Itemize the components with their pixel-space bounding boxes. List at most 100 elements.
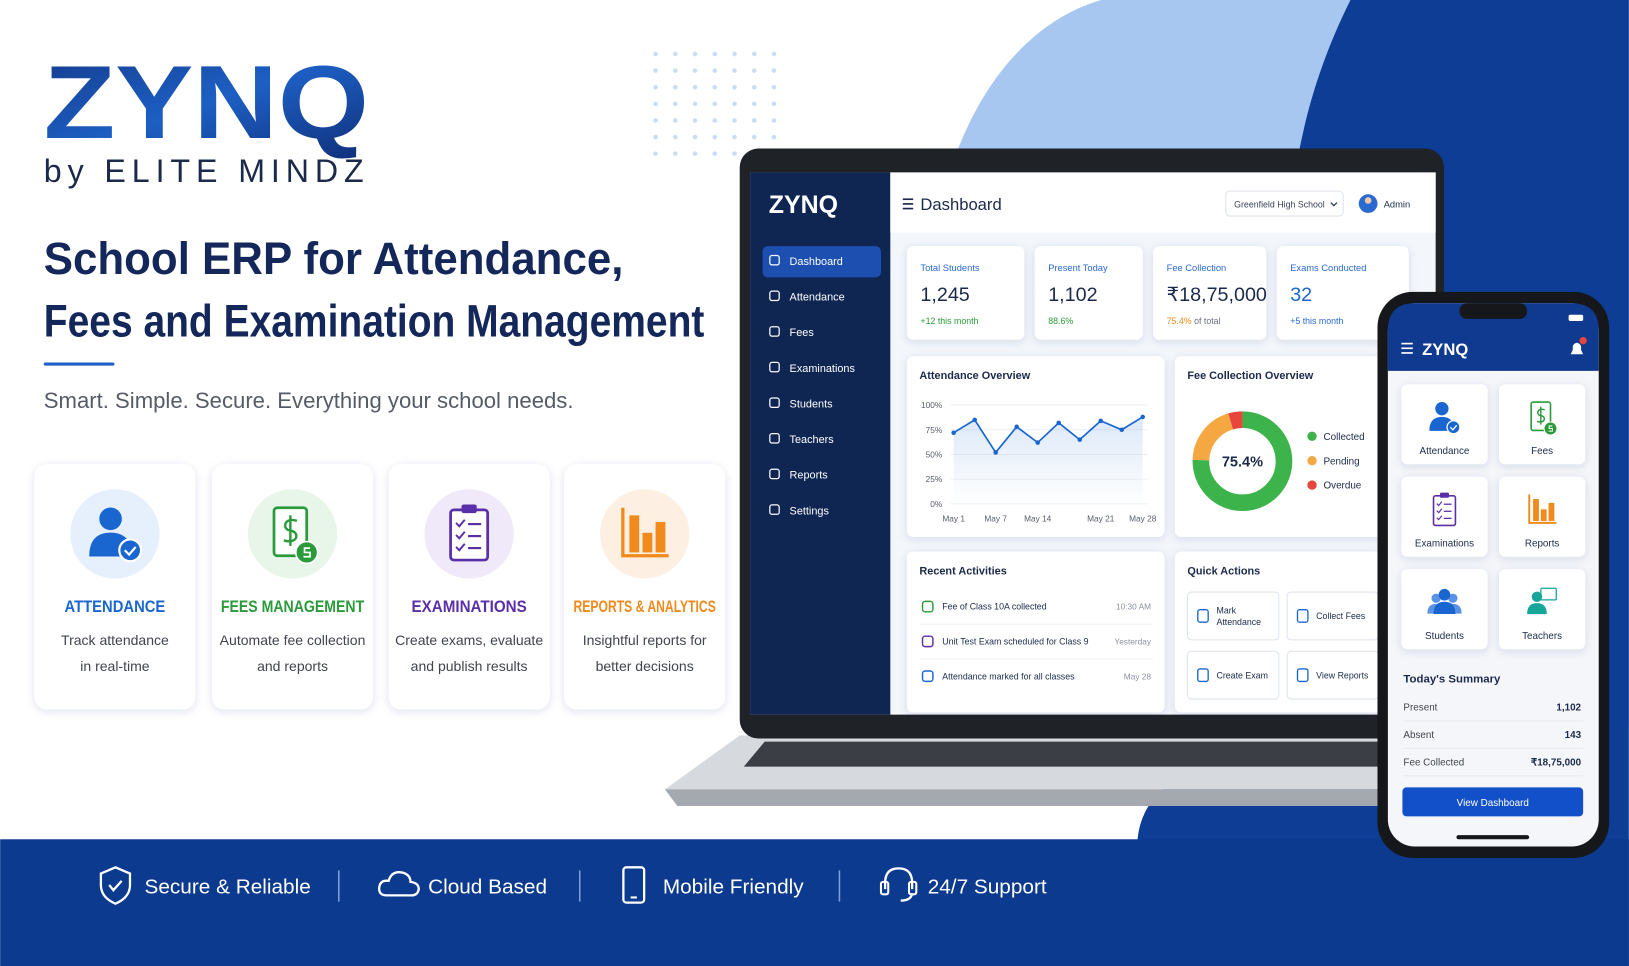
activity-icon — [921, 635, 934, 648]
icon-shape — [642, 532, 653, 553]
students-icon — [1427, 588, 1462, 615]
stat-note-text: +5 this month — [1290, 316, 1343, 326]
card-title: Quick Actions — [1187, 565, 1260, 577]
menu-item[interactable]: Dashboard — [790, 256, 843, 268]
fees-icon — [1530, 401, 1558, 436]
stat-value: ₹18,75,000 — [1167, 284, 1267, 306]
icon-shape — [461, 504, 477, 514]
feature-title: REPORTS & ANALYTICS — [574, 597, 716, 616]
line-point — [951, 430, 956, 436]
stat-note-highlight: 75.4% — [1167, 316, 1192, 326]
menu-item-icon — [769, 397, 780, 409]
activity-text: Unit Test Exam scheduled for Class 9 — [942, 637, 1088, 647]
shield-icon — [99, 866, 132, 905]
activity-time: May 28 — [1124, 671, 1152, 681]
user-name: Admin — [1384, 200, 1410, 210]
feature-desc: better decisions — [596, 658, 694, 674]
icon-shape — [455, 531, 466, 540]
icon-shape — [1438, 588, 1451, 601]
school-name: Greenfield High School — [1234, 200, 1325, 210]
menu-icon-bar — [1401, 342, 1413, 345]
title-underline — [43, 362, 115, 366]
y-tick-label: 25% — [926, 474, 943, 484]
dashboard-button[interactable] — [1402, 787, 1584, 817]
activity-text: Attendance marked for all classes — [942, 671, 1075, 681]
logo: ZYNQ — [44, 45, 369, 161]
icon-shape — [455, 543, 466, 552]
bell-icon[interactable] — [1570, 342, 1584, 355]
legend-dot — [1307, 480, 1317, 490]
reports-icon — [621, 507, 669, 558]
quick-action-label: Mark — [1216, 605, 1236, 615]
menu-item[interactable]: Examinations — [790, 363, 856, 375]
feature-card: EXAMINATIONS Create exams, evaluate and pu… — [388, 464, 550, 710]
line-point — [1119, 427, 1125, 433]
tile-label: Teachers — [1522, 631, 1562, 642]
school-select[interactable] — [1225, 190, 1344, 217]
menu-item[interactable]: Students — [790, 398, 834, 410]
menu-item[interactable]: Attendance — [790, 291, 845, 303]
card-title: Recent Activities — [919, 565, 1006, 577]
battery — [1568, 314, 1584, 321]
menu-icon-bar — [902, 198, 914, 201]
legend-label: Pending — [1323, 456, 1359, 467]
feature-card: ATTENDANCE Track attendance in real-time — [34, 464, 196, 710]
stat-note-text: 88.6% — [1048, 316, 1073, 326]
icon-shape — [1531, 591, 1543, 603]
icon-shape — [1435, 402, 1449, 416]
x-tick-label: May 1 — [942, 513, 965, 523]
line-point — [1014, 424, 1019, 430]
teachers-icon — [1527, 587, 1557, 615]
line-point — [1056, 420, 1061, 426]
support-icon — [879, 867, 918, 902]
icon-shape — [1433, 601, 1456, 615]
menu-item[interactable]: Reports — [790, 470, 829, 482]
stat-value: 32 — [1290, 284, 1312, 306]
menu-item-icon — [769, 433, 780, 444]
icon-shape — [1446, 420, 1461, 435]
menu-item[interactable]: Settings — [790, 505, 830, 517]
activity-time: 10:30 AM — [1116, 602, 1151, 612]
icon-shape — [1448, 593, 1458, 603]
feature-desc: and publish results — [411, 658, 528, 674]
summary-label: Fee Collected — [1403, 758, 1464, 769]
feature-title: ATTENDANCE — [65, 597, 166, 616]
notification-dot — [1579, 337, 1587, 345]
menu-item[interactable]: Fees — [790, 327, 815, 339]
reports-icon — [1528, 494, 1557, 524]
hero-title: School ERP for Attendance, — [44, 233, 624, 284]
menu-item[interactable]: Teachers — [790, 434, 835, 446]
stat-note: 75.4% of total — [1167, 316, 1221, 326]
quick-action-icon — [1296, 668, 1309, 683]
phone-header — [1387, 303, 1599, 371]
line — [953, 416, 1144, 454]
icon-shape — [99, 507, 122, 531]
stat-label: Exams Conducted — [1290, 263, 1366, 273]
line-point — [1140, 414, 1146, 420]
phone: ZYNQ Attendance Fees Examinations Reports St… — [1377, 291, 1610, 858]
menu-item-icon — [769, 504, 780, 515]
stat-label: Total Students — [920, 263, 979, 273]
quick-action[interactable] — [1186, 650, 1280, 700]
quick-action[interactable] — [1186, 591, 1280, 641]
icon-shape — [123, 546, 137, 557]
icon-shape — [879, 880, 890, 896]
icon-shape — [283, 515, 298, 546]
exams-icon — [449, 504, 490, 562]
line-point — [972, 417, 977, 423]
icon-shape — [629, 515, 640, 553]
donut-segment — [1192, 411, 1293, 511]
fees-icon — [272, 506, 319, 565]
summary-value: 143 — [1565, 730, 1582, 741]
stat-note-text: of total — [1194, 316, 1220, 326]
menu-icon-bar — [902, 203, 914, 205]
feature-card: FEES MANAGEMENT Automate fee collection an… — [212, 464, 374, 710]
icon-shape — [655, 521, 666, 553]
quick-action-label: Attendance — [1216, 617, 1261, 627]
footer-features: Secure & Reliable Cloud Based Mobile Frien… — [99, 866, 1047, 905]
footer-band — [0, 839, 1629, 966]
icon-shape — [1536, 406, 1546, 425]
